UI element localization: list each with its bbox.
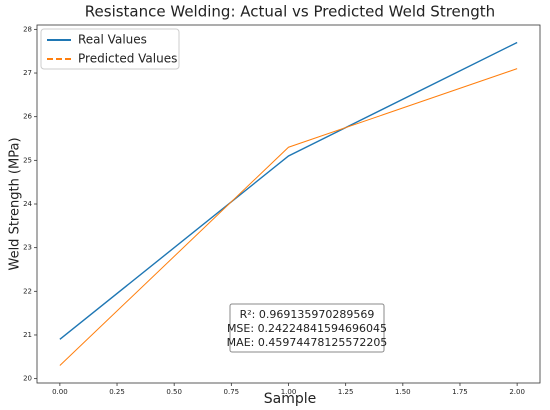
y-tick-label: 24 xyxy=(23,200,32,208)
annotation-text: R²: 0.969135970289569 xyxy=(240,308,375,321)
y-tick-label: 26 xyxy=(23,113,32,121)
x-tick-label: 0.75 xyxy=(224,388,240,396)
x-tick-label: 0.25 xyxy=(109,388,125,396)
annotation-box xyxy=(229,303,385,353)
y-tick-label: 27 xyxy=(23,69,32,77)
y-tick-label: 28 xyxy=(23,25,32,33)
y-tick-label: 21 xyxy=(23,331,32,339)
legend-label: Real Values xyxy=(78,33,147,47)
x-tick-label: 0.50 xyxy=(166,388,182,396)
x-tick-label: 1.00 xyxy=(281,388,297,396)
series-line xyxy=(59,41,518,340)
y-tick-label: 22 xyxy=(23,287,32,295)
legend-box xyxy=(40,28,180,70)
x-tick-label: 2.00 xyxy=(509,388,525,396)
x-tick-label: 1.75 xyxy=(452,388,468,396)
y-tick-label: 25 xyxy=(23,156,32,164)
annotation-text: MSE: 0.24224841594696045 xyxy=(227,322,387,335)
x-tick-label: 1.50 xyxy=(395,388,411,396)
chart-title: Resistance Welding: Actual vs Predicted … xyxy=(85,3,495,21)
series-line xyxy=(59,68,518,366)
y-axis-label: Weld Strength (MPa) xyxy=(8,137,23,270)
x-axis-label: Sample xyxy=(264,391,317,407)
y-tick-label: 23 xyxy=(23,244,32,252)
annotation-text: MAE: 0.45974478125572205 xyxy=(227,336,388,349)
x-tick-label: 0.00 xyxy=(52,388,68,396)
x-tick-label: 1.25 xyxy=(338,388,354,396)
y-tick-label: 20 xyxy=(23,375,32,383)
legend-label: Predicted Values xyxy=(78,52,177,66)
